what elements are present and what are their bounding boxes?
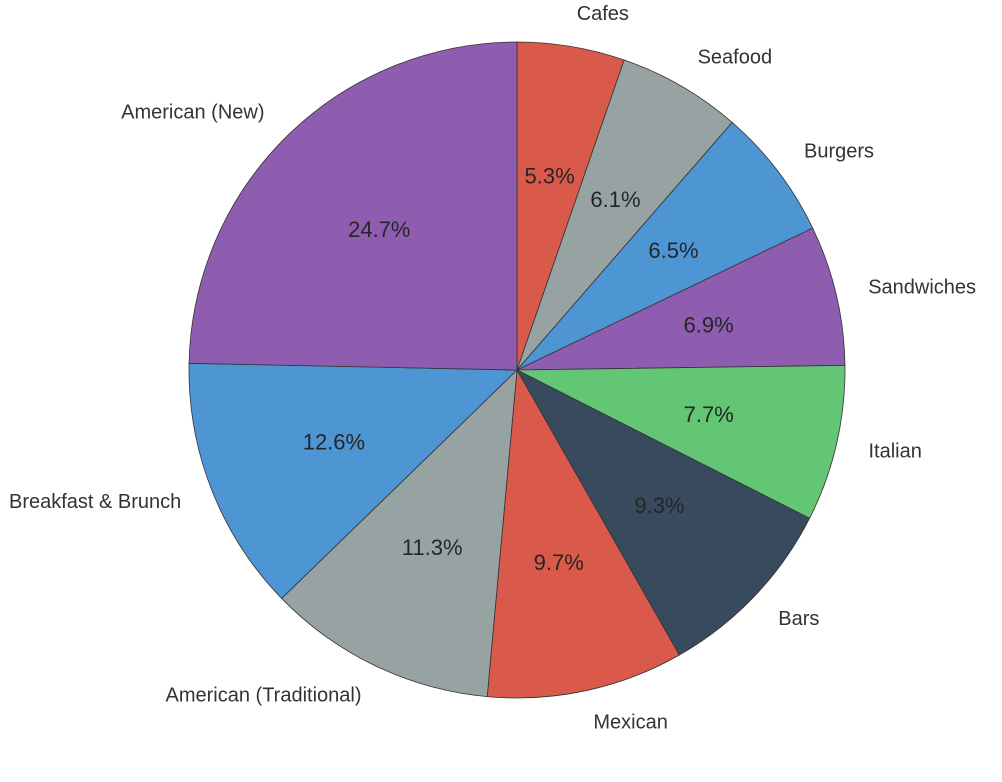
category-label-bars: Bars xyxy=(778,608,819,630)
pct-label-breakfast-brunch: 12.6% xyxy=(303,430,365,455)
category-label-american-traditional: American (Traditional) xyxy=(166,685,362,707)
pie-slice-bars xyxy=(515,369,811,656)
pct-label-american-new: 24.7% xyxy=(348,217,410,242)
pct-label-american-traditional: 11.3% xyxy=(402,535,463,560)
category-label-sandwiches: Sandwiches xyxy=(868,277,976,299)
pie-slice-seafood xyxy=(516,59,733,371)
category-labels: Cafes Seafood Burgers Sandwiches Italian Bars… xyxy=(9,3,976,733)
pie-slice-sandwiches xyxy=(516,227,846,371)
category-label-mexican: Mexican xyxy=(593,712,667,734)
pie-slice-burgers xyxy=(516,121,814,371)
pie-slices xyxy=(188,41,846,699)
category-label-seafood: Seafood xyxy=(698,47,773,69)
pie-slice-mexican xyxy=(486,368,680,699)
pct-label-burgers: 6.5% xyxy=(648,238,698,263)
pie-slice-american-traditional xyxy=(281,368,518,698)
category-label-breakfast-brunch: Breakfast & Brunch xyxy=(9,491,181,513)
pct-label-sandwiches: 6.9% xyxy=(684,313,734,338)
percentage-labels: 5.3% 6.1% 6.5% 6.9% 7.7% 9.3% 9.7% 11.3% 12.6% 24… xyxy=(303,163,734,574)
category-label-american-new: American (New) xyxy=(121,101,264,123)
category-label-italian: Italian xyxy=(869,440,922,462)
pct-label-bars: 9.3% xyxy=(634,493,684,518)
pie-slice-american-new xyxy=(188,41,518,371)
pie-slice-italian xyxy=(516,364,846,519)
pct-label-cafes: 5.3% xyxy=(525,163,575,188)
pct-label-seafood: 6.1% xyxy=(590,187,640,212)
category-label-burgers: Burgers xyxy=(804,140,874,162)
pct-label-mexican: 9.7% xyxy=(534,550,584,575)
category-label-cafes: Cafes xyxy=(577,3,629,25)
pct-label-italian: 7.7% xyxy=(684,402,734,427)
pie-slice-breakfast-brunch xyxy=(188,362,518,600)
